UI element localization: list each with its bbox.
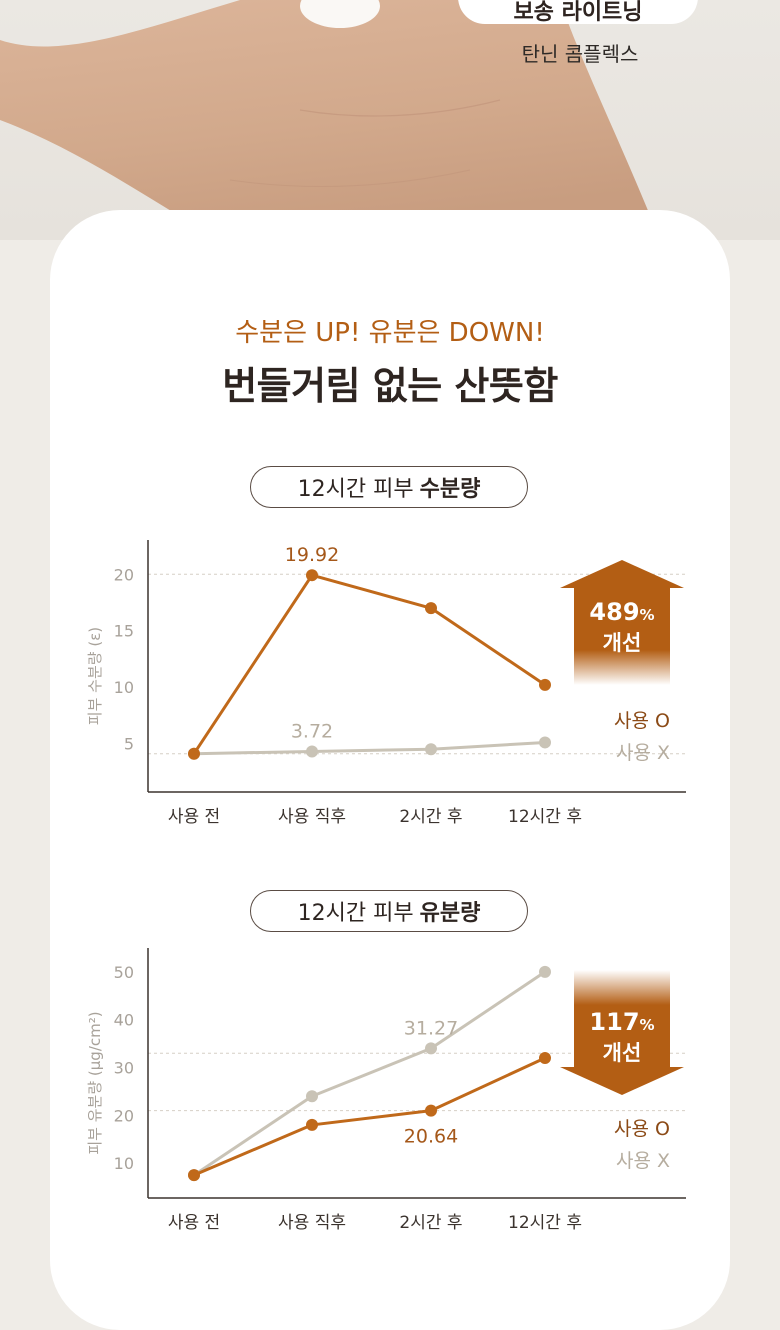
y-tick-label: 40 xyxy=(114,1011,134,1030)
hand-illustration xyxy=(0,0,660,240)
improvement-label: 개선 xyxy=(603,631,642,655)
arrow-up-icon xyxy=(560,560,684,685)
y-tick-label: 5 xyxy=(124,735,134,754)
x-tick-label: 사용 전 xyxy=(168,807,220,827)
y-tick-label: 50 xyxy=(114,963,134,982)
section-subhead: 수분은 UP! 유분은 DOWN! xyxy=(235,318,545,348)
data-point-unused xyxy=(306,1090,318,1103)
arrow-down-icon xyxy=(560,970,684,1095)
y-tick-label: 30 xyxy=(114,1059,134,1078)
x-tick-label: 2시간 후 xyxy=(399,1213,462,1233)
data-point-used xyxy=(188,1169,200,1182)
oil-title-prefix: 12시간 피부 xyxy=(297,901,414,926)
oil-title-bold: 유분량 xyxy=(419,901,481,926)
data-point-used xyxy=(306,1118,318,1131)
x-tick-label: 사용 직후 xyxy=(278,1213,346,1233)
series-line-used xyxy=(193,1056,546,1177)
moisture-chart-title: 12시간 피부 수분량 xyxy=(250,466,528,508)
product-name-pill: 보송 라이트닝 xyxy=(458,0,698,25)
improvement-number: 117 xyxy=(589,1008,639,1036)
series-line-used xyxy=(192,573,546,755)
x-tick-label: 사용 직후 xyxy=(278,807,346,827)
oil-line-chart: 10 20 30 40 50 피부 유분량 (μg/cm²) 사용 전 사용 직후 2시간 후 1… xyxy=(86,948,686,1233)
improvement-number: 489 xyxy=(589,598,639,626)
x-tick-label: 12시간 후 xyxy=(508,1213,582,1233)
data-point-used xyxy=(306,569,318,582)
data-label: 20.64 xyxy=(404,1126,458,1148)
series-line-unused xyxy=(193,970,546,1177)
data-label: 3.72 xyxy=(291,720,333,742)
data-point-used xyxy=(425,602,437,615)
data-point-used xyxy=(539,1051,551,1064)
y-tick-label: 10 xyxy=(114,1154,134,1173)
x-tick-label: 사용 전 xyxy=(168,1213,220,1233)
data-point-unused xyxy=(425,743,437,756)
improvement-value: 117% xyxy=(589,1008,654,1036)
oil-chart-title: 12시간 피부 유분량 xyxy=(250,890,528,932)
y-axis-label: 피부 유분량 (μg/cm²) xyxy=(86,1011,104,1154)
section-headline: 번들거림 없는 산뜻함 xyxy=(222,364,558,408)
improvement-label: 개선 xyxy=(603,1041,642,1065)
y-axis-label: 피부 수분량 (ε) xyxy=(86,627,104,725)
y-tick-label: 15 xyxy=(114,622,134,641)
legend-unused: 사용 X xyxy=(616,742,670,764)
data-point-unused xyxy=(539,965,551,978)
data-point-used xyxy=(188,747,200,760)
data-point-unused xyxy=(539,736,551,749)
data-label: 19.92 xyxy=(285,544,339,566)
data-point-unused xyxy=(425,1042,437,1055)
x-tick-label: 2시간 후 xyxy=(399,807,462,827)
moisture-title-prefix: 12시간 피부 xyxy=(297,477,414,502)
series-line-unused xyxy=(193,740,546,756)
ingredient-caption: 탄닌 콤플렉스 xyxy=(521,42,639,66)
y-tick-label: 20 xyxy=(114,1106,134,1125)
cream-drop xyxy=(300,0,380,28)
data-point-used xyxy=(425,1104,437,1117)
data-point-used xyxy=(539,678,551,691)
y-tick-label: 10 xyxy=(114,678,134,697)
y-tick-label: 20 xyxy=(114,565,134,584)
improvement-value: 489% xyxy=(589,598,654,626)
moisture-title-bold: 수분량 xyxy=(419,477,481,502)
hero-image: 보송 라이트닝 탄닌 콤플렉스 xyxy=(0,0,780,240)
x-tick-label: 12시간 후 xyxy=(508,807,582,827)
legend-unused: 사용 X xyxy=(616,1150,670,1172)
content-card xyxy=(50,210,730,1330)
legend-used: 사용 O xyxy=(614,1118,670,1140)
legend-used: 사용 O xyxy=(614,710,670,732)
product-name: 보송 라이트닝 xyxy=(513,0,643,25)
data-label: 31.27 xyxy=(404,1017,458,1039)
moisture-line-chart: 5 10 15 20 피부 수분량 (ε) 사용 전 사용 직후 2시간 후 12시간 후 19.… xyxy=(86,540,686,827)
improvement-unit: % xyxy=(640,606,655,624)
improvement-unit: % xyxy=(640,1016,655,1034)
data-point-unused xyxy=(306,745,318,758)
